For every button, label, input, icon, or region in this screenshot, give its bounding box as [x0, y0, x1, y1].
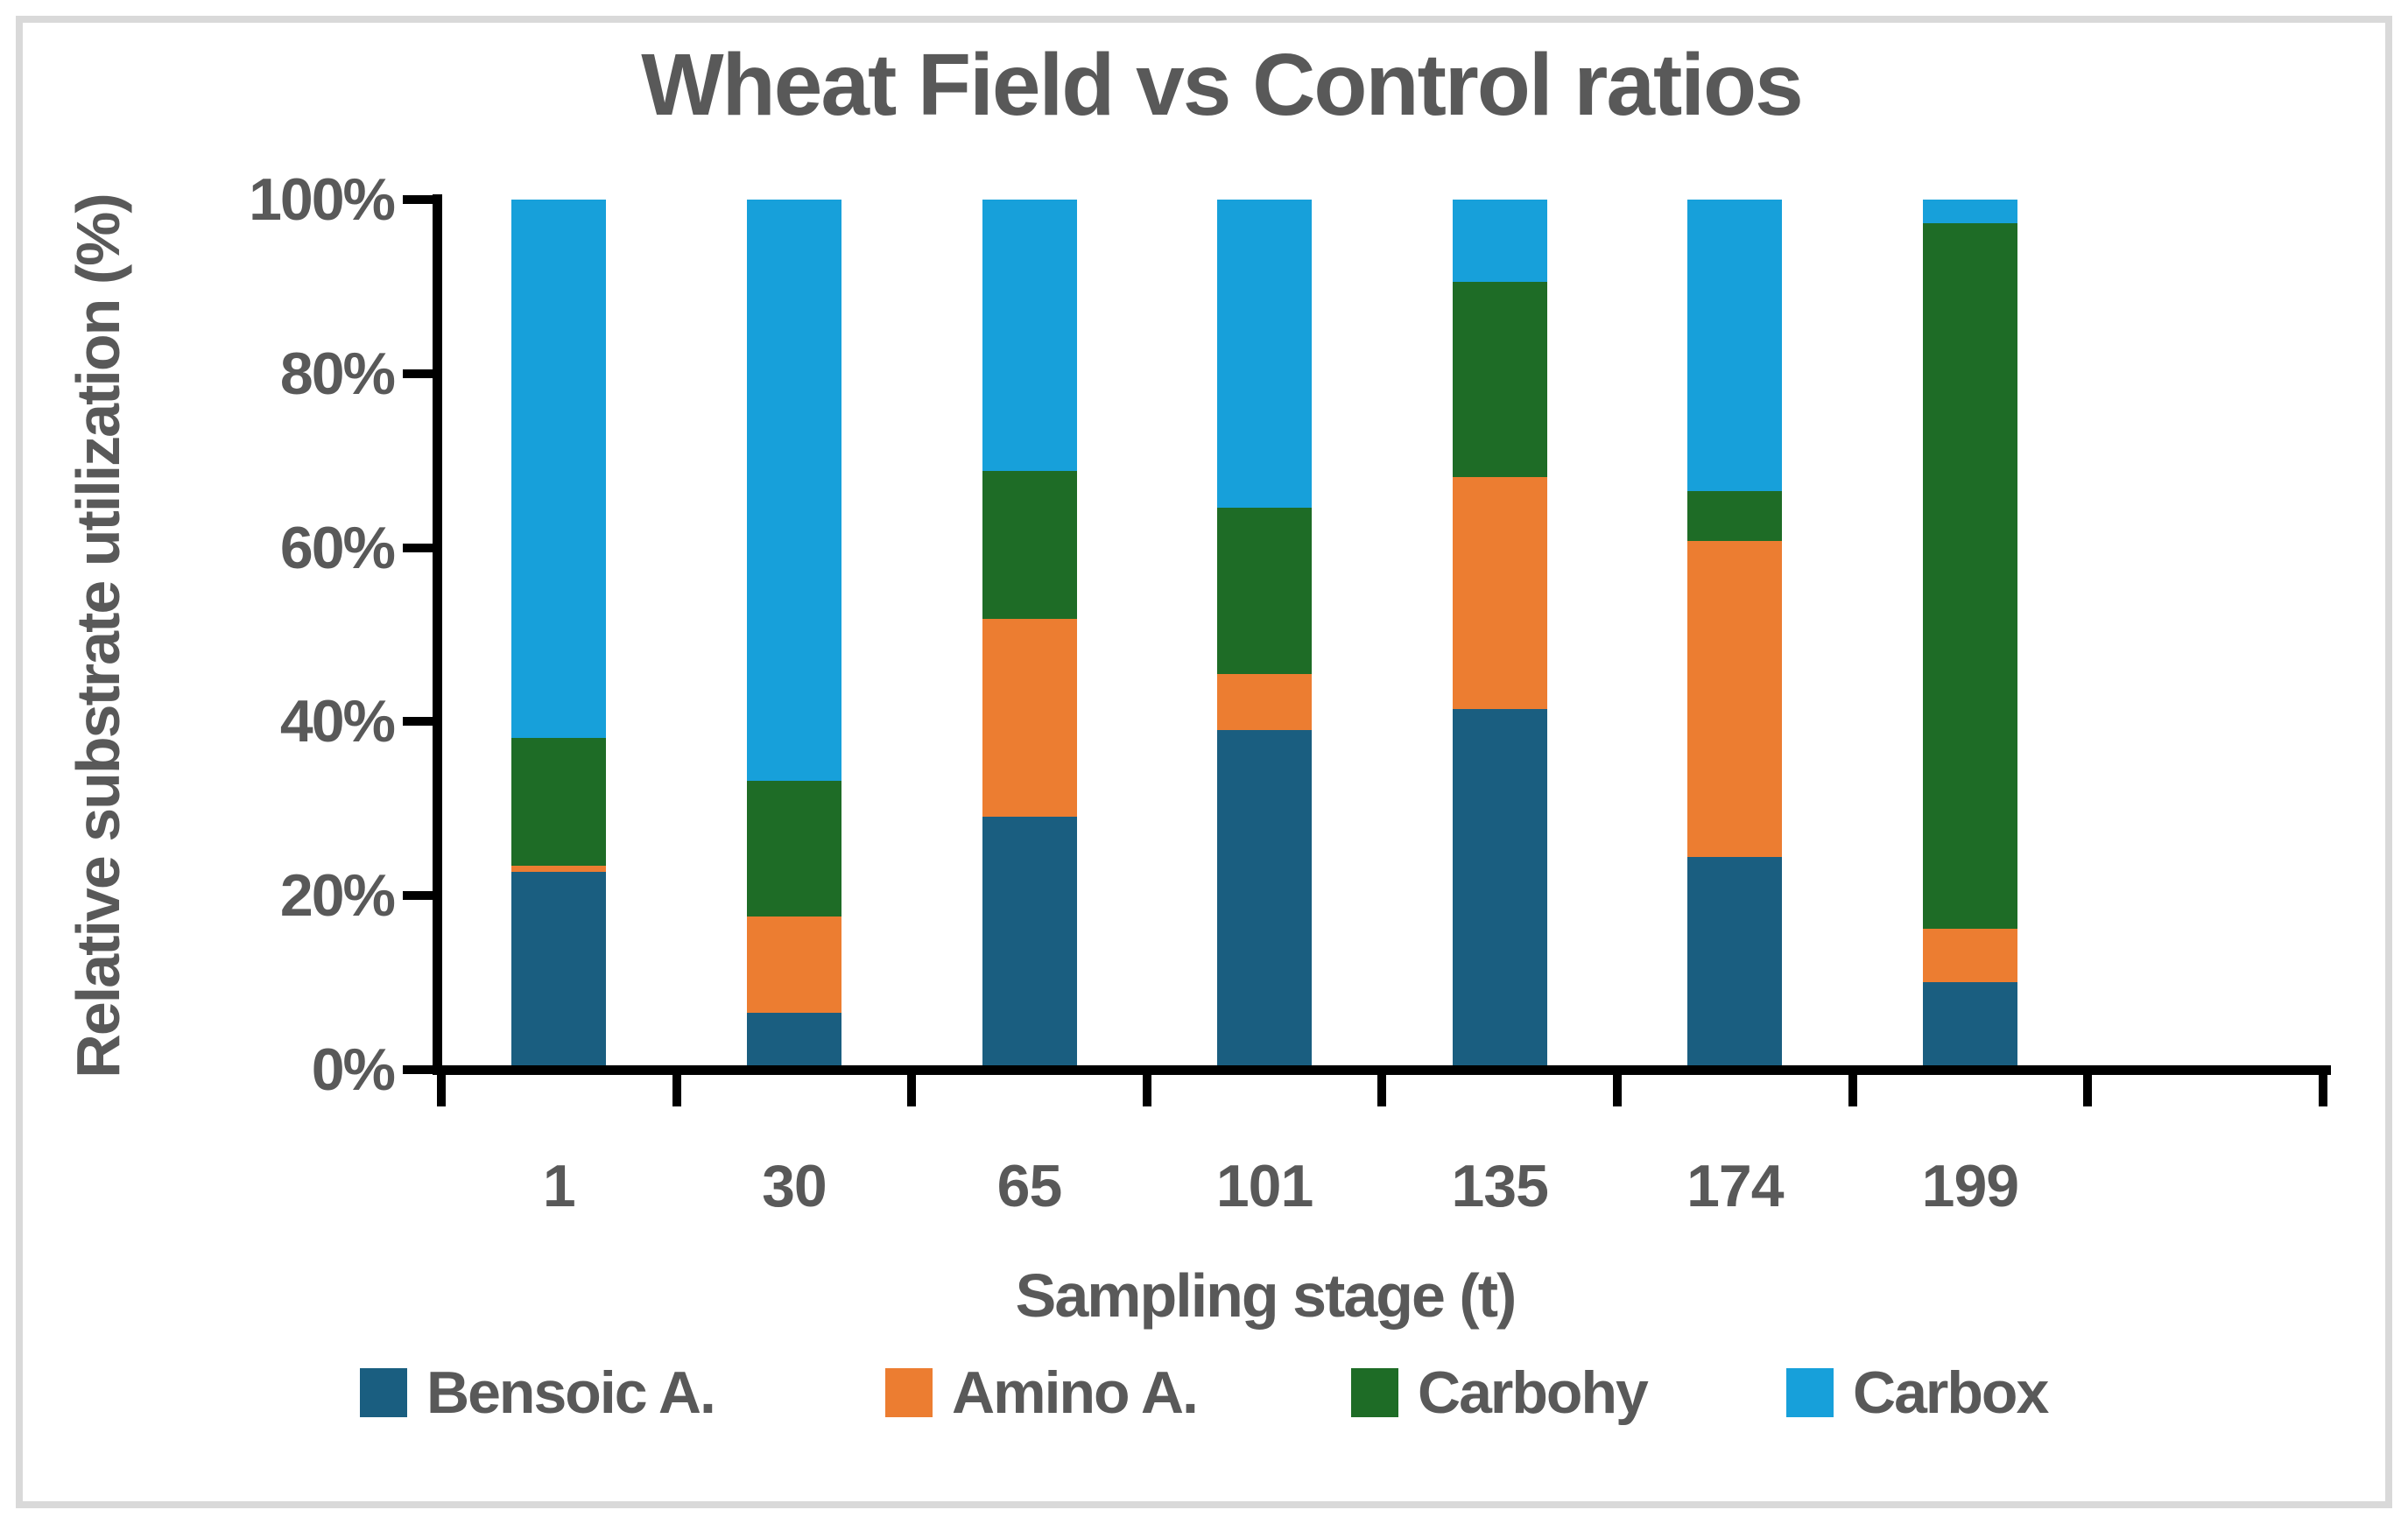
legend-swatch — [1351, 1368, 1398, 1417]
y-tick-mark — [403, 195, 442, 204]
bar-segment-bensoic-a- — [511, 872, 607, 1070]
legend-item-carbox: Carbox — [1786, 1359, 2049, 1427]
y-tick-mark — [403, 369, 442, 378]
bar-segment-amino-a- — [1217, 673, 1313, 731]
stacked-bar — [746, 200, 841, 1070]
bar-segment-bensoic-a- — [1217, 730, 1313, 1070]
x-category-label: 101 — [1215, 1153, 1313, 1219]
bar-segment-bensoic-a- — [982, 816, 1077, 1070]
y-tick-label: 0% — [311, 1036, 396, 1103]
bar-segment-carbohy — [746, 781, 841, 917]
bar-segment-carbohy — [1452, 282, 1547, 478]
bar-segment-amino-a- — [1687, 540, 1783, 858]
stacked-bar — [511, 200, 607, 1070]
x-tick-mark — [907, 1070, 917, 1106]
x-category-label: 199 — [1921, 1153, 2019, 1219]
legend-swatch — [1786, 1368, 1834, 1417]
legend-swatch — [885, 1368, 933, 1417]
y-tick-label: 20% — [279, 862, 396, 930]
stacked-bar — [1922, 200, 2017, 1070]
x-tick-mark — [672, 1070, 681, 1106]
y-tick-label: 40% — [279, 688, 396, 755]
bar-segment-bensoic-a- — [1452, 708, 1547, 1070]
bar-segment-carbohy — [1687, 491, 1783, 541]
y-tick-mark — [403, 891, 442, 901]
x-category-label: 65 — [996, 1153, 1063, 1219]
bar-segment-amino-a- — [746, 917, 841, 1014]
bar-segment-carbohy — [511, 738, 607, 867]
x-category-label: 174 — [1686, 1153, 1784, 1219]
bar-segment-carbox — [746, 200, 841, 781]
stacked-bar — [1687, 200, 1783, 1070]
bar-segment-carbox — [1922, 200, 2017, 223]
bar-segment-carbox — [511, 200, 607, 739]
y-axis-title: Relative substrate utilization (%) — [64, 194, 132, 1078]
y-tick-label: 60% — [279, 514, 396, 581]
bar-segment-carbohy — [1217, 507, 1313, 674]
x-tick-mark — [1848, 1070, 1857, 1106]
stacked-bar — [982, 200, 1077, 1070]
bar-segment-amino-a- — [511, 866, 607, 873]
legend-label: Amino A. — [952, 1359, 1199, 1426]
legend-label: Carbox — [1853, 1359, 2049, 1426]
bar-segment-carbox — [1687, 200, 1783, 491]
bar-segment-carbohy — [982, 471, 1077, 620]
legend-label: Bensoic A. — [426, 1359, 716, 1426]
bar-segment-amino-a- — [982, 619, 1077, 817]
legend-item-carbohy: Carbohy — [1351, 1359, 1649, 1427]
x-tick-mark — [437, 1070, 446, 1106]
stacked-bar — [1452, 200, 1547, 1070]
x-tick-mark — [2083, 1070, 2093, 1106]
bar-segment-bensoic-a- — [1922, 981, 2017, 1070]
y-tick-mark — [403, 717, 442, 727]
y-tick-label: 100% — [249, 166, 396, 233]
x-axis-title: Sampling stage (t) — [1015, 1261, 1517, 1330]
x-tick-mark — [1377, 1070, 1387, 1106]
x-category-label: 30 — [762, 1153, 827, 1219]
chart-border — [16, 16, 2392, 1508]
bar-segment-amino-a- — [1922, 928, 2017, 982]
bar-segment-bensoic-a- — [746, 1013, 841, 1070]
chart-title: Wheat Field vs Control ratios — [641, 36, 1803, 134]
legend-item-amino-a-: Amino A. — [885, 1359, 1199, 1427]
legend-item-bensoic-a-: Bensoic A. — [360, 1359, 716, 1427]
bar-segment-bensoic-a- — [1687, 857, 1783, 1070]
bar-segment-carbox — [1217, 200, 1313, 508]
x-category-label: 135 — [1451, 1153, 1548, 1219]
bar-segment-carbohy — [1922, 222, 2017, 929]
y-tick-label: 80% — [279, 340, 396, 407]
y-tick-mark — [403, 1065, 442, 1074]
bar-segment-carbox — [1452, 200, 1547, 283]
x-category-label: 1 — [542, 1153, 576, 1219]
x-tick-mark — [2318, 1070, 2327, 1106]
x-tick-mark — [1613, 1070, 1622, 1106]
y-axis-line — [433, 194, 442, 1075]
y-tick-mark — [403, 543, 442, 552]
legend-label: Carbohy — [1418, 1359, 1649, 1426]
bar-segment-carbox — [982, 200, 1077, 472]
stacked-bar — [1217, 200, 1313, 1070]
x-tick-mark — [1142, 1070, 1151, 1106]
bar-segment-amino-a- — [1452, 477, 1547, 709]
legend-swatch — [360, 1368, 407, 1417]
